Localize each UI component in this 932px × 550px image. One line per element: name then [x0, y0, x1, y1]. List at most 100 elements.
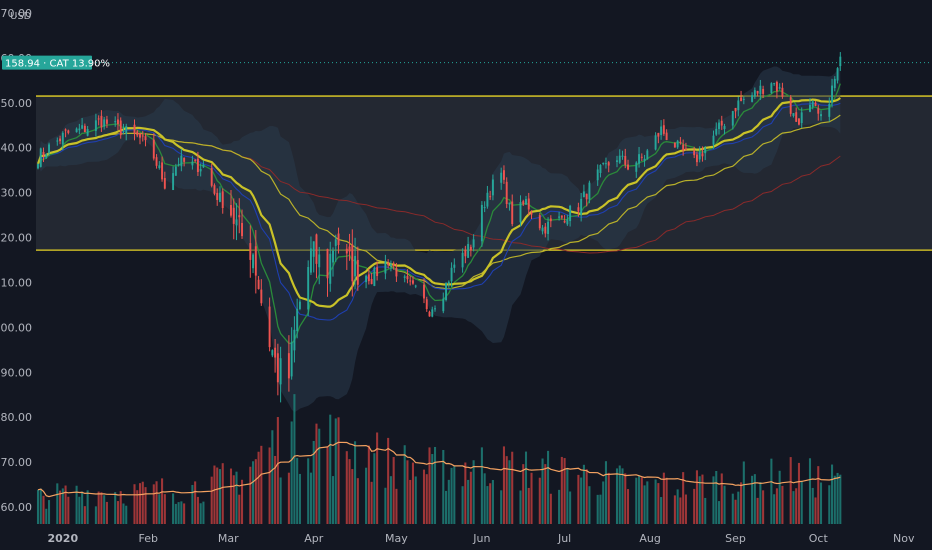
candle	[395, 262, 398, 282]
volume-bar	[530, 472, 533, 524]
volume-bar	[558, 489, 561, 524]
candle	[279, 346, 282, 403]
candle	[293, 316, 296, 363]
volume-bar	[229, 468, 233, 524]
volume-bar	[172, 493, 175, 524]
candle	[312, 241, 315, 273]
volume-bar	[684, 494, 687, 524]
y-tick-label: 170.00	[0, 7, 32, 20]
volume-bar	[213, 465, 216, 524]
volume-bar	[839, 474, 842, 524]
volume-bar	[309, 472, 312, 524]
volume-bar	[392, 457, 395, 524]
volume-bar	[808, 458, 812, 524]
candle	[720, 115, 723, 130]
volume-bar	[500, 490, 503, 524]
volume-bar	[566, 468, 569, 524]
candle	[508, 202, 511, 211]
volume-bar	[238, 494, 241, 524]
candle	[693, 146, 696, 159]
volume-bar	[406, 460, 409, 524]
volume-bar	[469, 471, 472, 524]
volume-bar	[638, 475, 641, 524]
volume-bar	[133, 484, 136, 524]
volume-bar	[673, 495, 676, 524]
volume-bar	[276, 417, 279, 524]
candle	[61, 131, 64, 151]
x-tick-label: Oct	[809, 532, 829, 545]
candle	[751, 92, 754, 103]
volume-bar	[384, 487, 387, 524]
candle	[133, 119, 136, 141]
candle	[232, 198, 235, 240]
volume-bar	[442, 449, 445, 524]
candle	[831, 78, 834, 108]
volume-bar	[221, 463, 224, 524]
candle	[684, 142, 687, 151]
candle	[447, 280, 450, 288]
candle	[268, 297, 271, 352]
currency-label: USD	[10, 11, 32, 22]
candle	[48, 142, 50, 157]
volume-bar	[693, 488, 696, 524]
volume-bars	[36, 394, 842, 524]
candle	[566, 214, 569, 226]
volume-bar	[45, 508, 48, 524]
candle	[196, 151, 199, 176]
volume-bar	[544, 464, 547, 524]
volume-bar	[100, 492, 103, 524]
candle	[731, 110, 734, 130]
volume-bar	[828, 485, 831, 524]
volume-bar	[39, 488, 42, 524]
candle	[712, 130, 715, 149]
last-price-tag	[2, 55, 92, 70]
x-tick-label: Apr	[304, 532, 324, 545]
volume-bar	[737, 491, 740, 524]
y-axis[interactable]: 60.00 70.00 80.00 90.00 100.00 110.00 120.00 13…	[0, 7, 32, 514]
x-tick-label: Nov	[893, 532, 915, 545]
x-axis[interactable]: 2020 Feb Mar Apr May Jun Jul Aug Sep Oct Nov	[48, 532, 915, 545]
candle	[792, 113, 795, 118]
volume-bar	[97, 491, 100, 524]
y-tick-label: 150.00	[0, 97, 32, 110]
candle	[753, 87, 756, 99]
candle	[718, 119, 720, 135]
y-tick-label: 90.00	[1, 366, 33, 379]
volume-bar	[522, 464, 525, 524]
candle	[491, 174, 494, 201]
candle	[582, 184, 585, 198]
volume-bar	[643, 485, 646, 524]
x-tick-label: Sep	[725, 532, 746, 545]
candle	[202, 160, 205, 168]
candle	[155, 154, 158, 169]
volume-bar	[409, 479, 412, 524]
volume-bar	[348, 459, 351, 524]
volume-bar	[833, 475, 836, 524]
candle	[290, 327, 293, 380]
y-tick-label: 60.00	[1, 501, 33, 514]
candle	[387, 259, 390, 269]
candle	[172, 166, 175, 191]
volume-bar	[778, 470, 781, 524]
candle	[621, 150, 624, 160]
candle	[152, 133, 155, 161]
volume-bar	[59, 490, 62, 524]
volume-bar	[621, 468, 624, 524]
volume-bar	[740, 482, 743, 524]
volume-bar	[356, 478, 359, 524]
candle	[643, 154, 646, 167]
volume-bar	[580, 477, 583, 524]
candle	[762, 85, 765, 99]
candle	[370, 273, 373, 285]
volume-bar	[290, 421, 293, 524]
volume-bar	[389, 476, 392, 524]
volume-bar	[811, 487, 814, 524]
volume-bar	[615, 468, 619, 524]
volume-bar	[298, 473, 301, 524]
candle	[406, 269, 409, 284]
candle	[502, 165, 505, 184]
volume-bar	[646, 481, 649, 524]
x-tick-label: May	[385, 532, 408, 545]
candle	[616, 155, 618, 168]
